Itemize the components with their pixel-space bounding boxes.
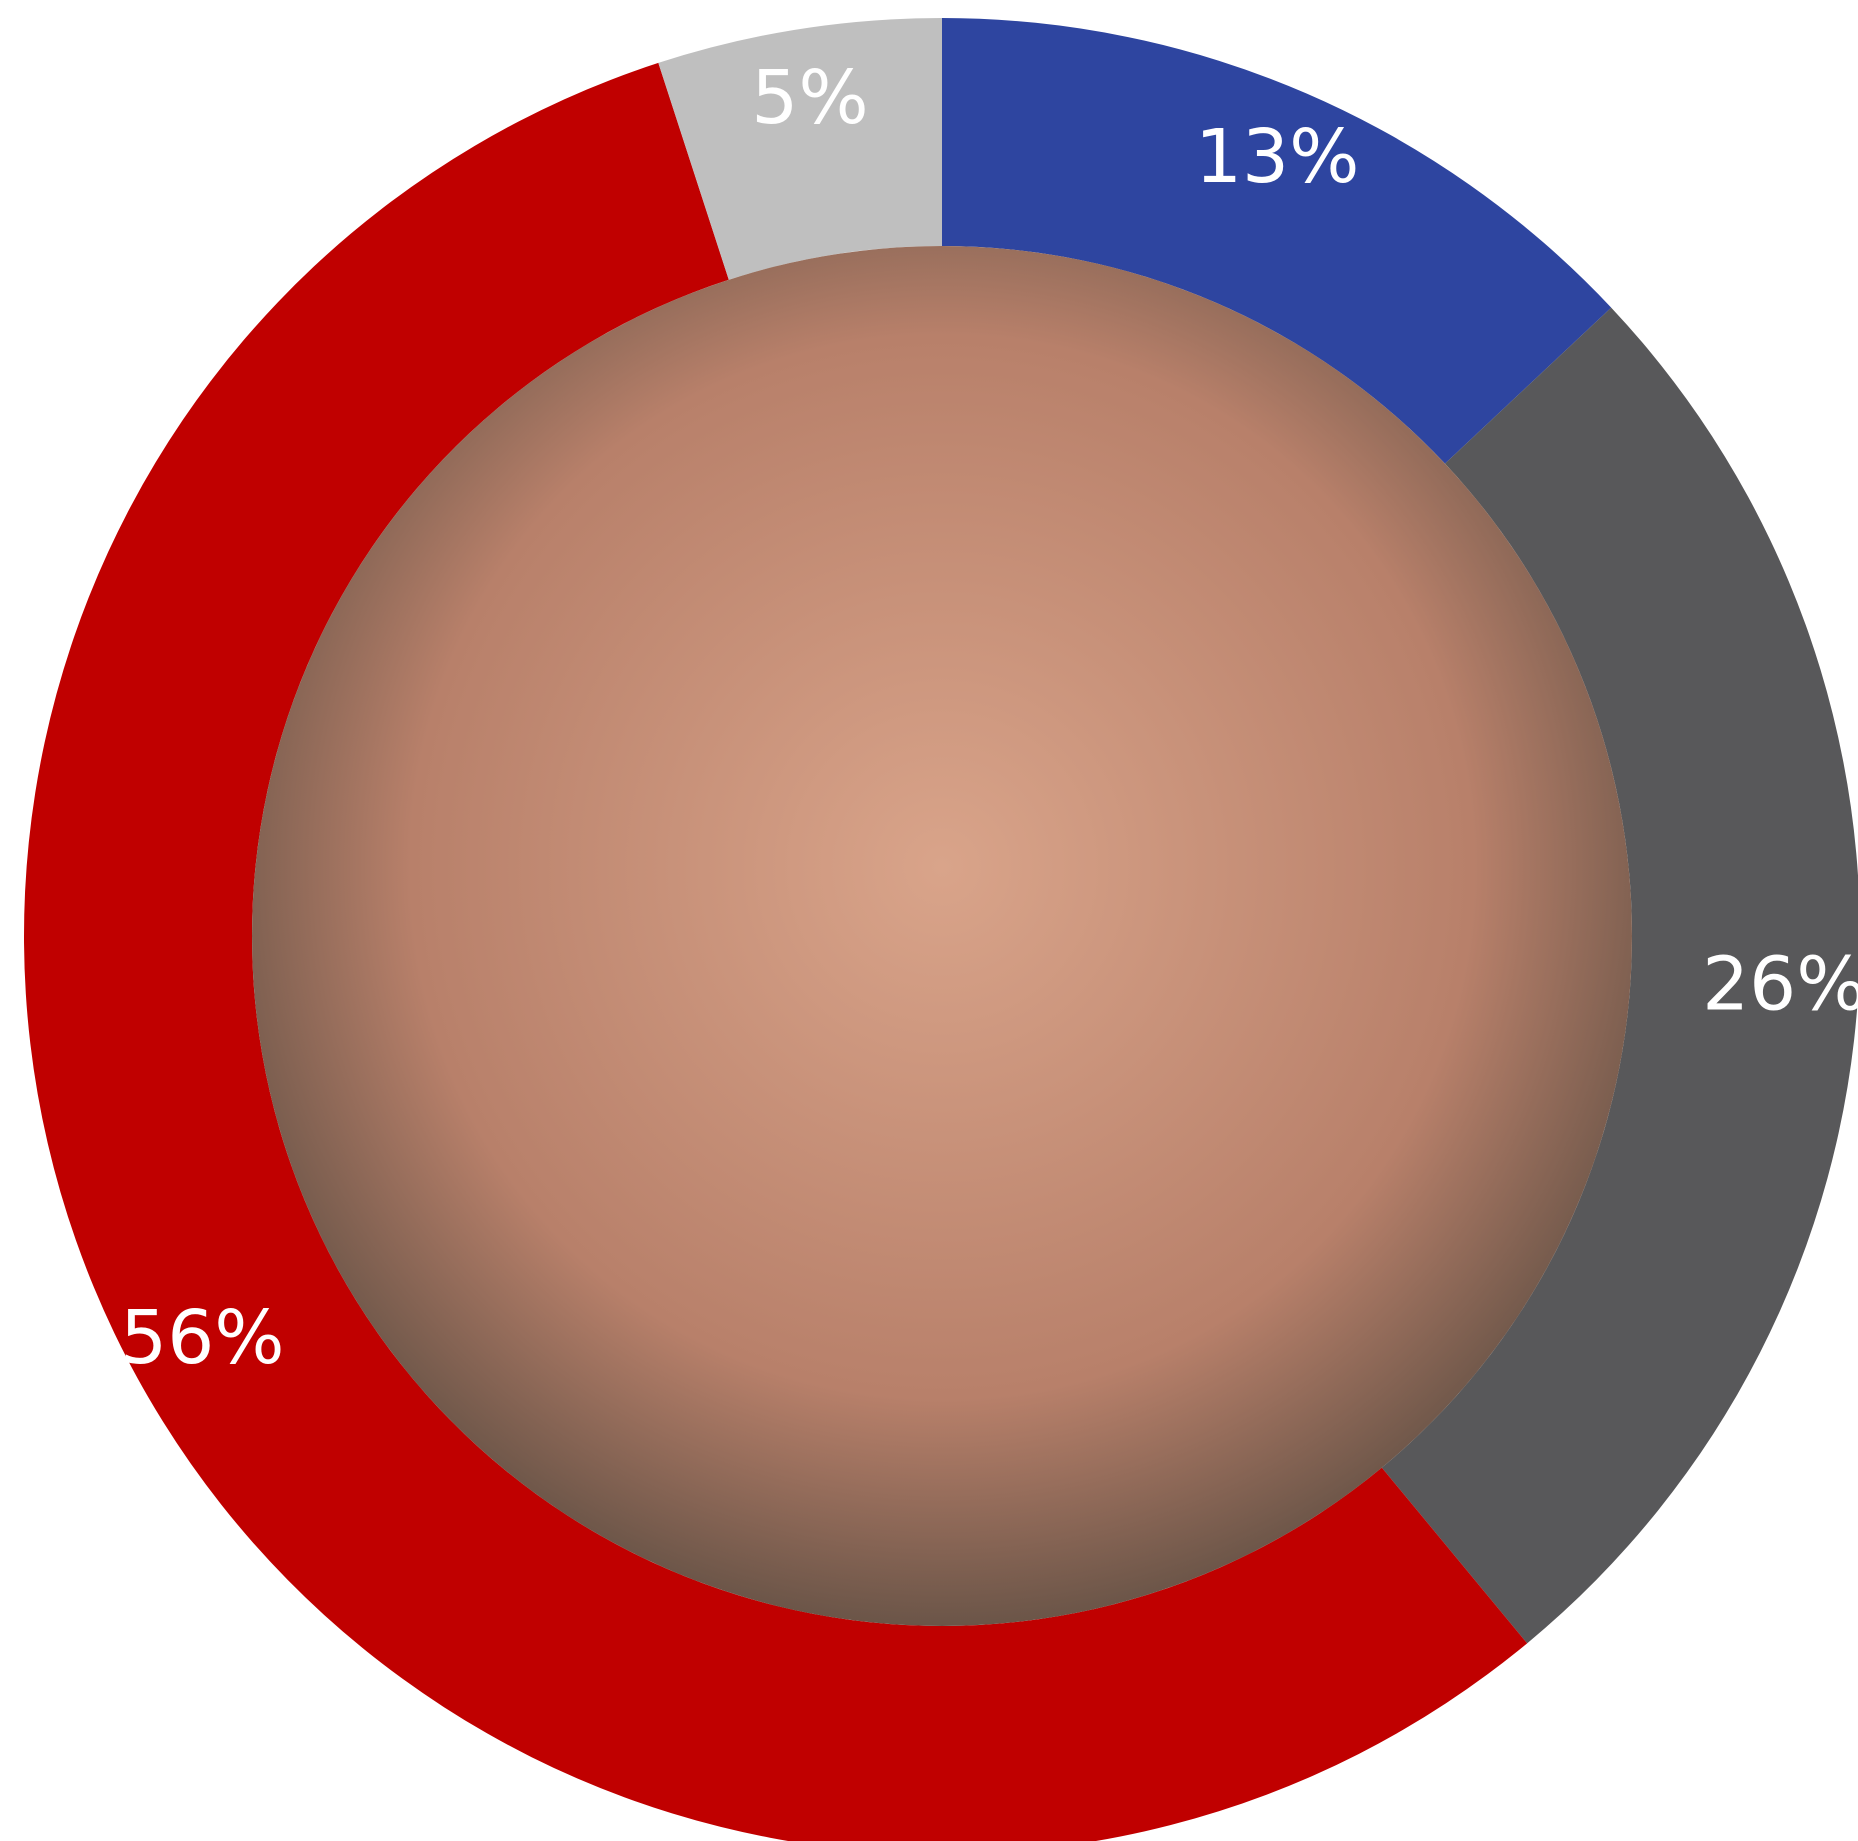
donut-slice (24, 62, 1528, 1841)
donut (24, 17, 1858, 1841)
donut-slice (942, 18, 1612, 464)
donut-slice (658, 17, 942, 280)
center-photo-placeholder (252, 246, 1632, 1626)
data-labels: 13% 26% 56% 5% (120, 55, 1858, 1381)
data-label: 56% (120, 1295, 284, 1381)
donut-slice (1381, 307, 1858, 1644)
data-label: 26% (1702, 941, 1858, 1027)
data-label: 5% (751, 55, 868, 141)
data-label: 13% (1195, 114, 1359, 200)
